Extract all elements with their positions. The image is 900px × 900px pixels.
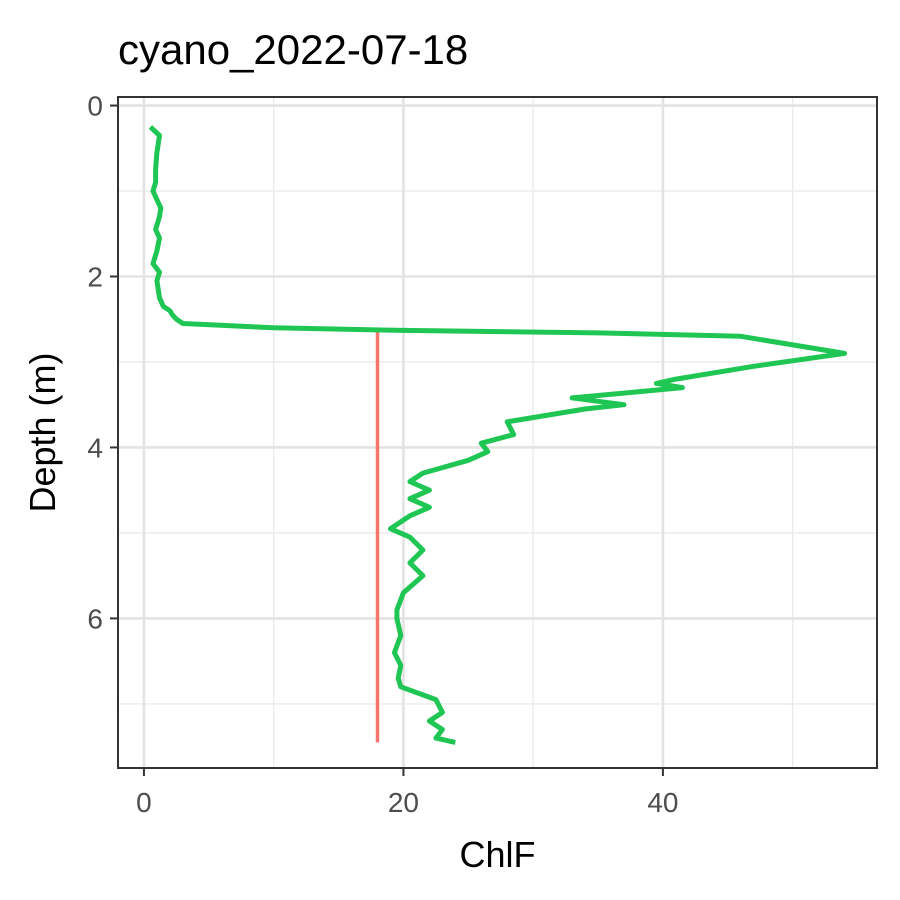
x-axis-title: ChlF	[459, 834, 535, 875]
grid	[118, 97, 877, 768]
y-tick-label: 4	[87, 432, 103, 463]
axis-ticks: 0 20 40 0 2 4 6	[87, 91, 678, 818]
plot-series	[148, 125, 848, 745]
y-tick-label: 0	[87, 91, 103, 122]
x-tick-label: 0	[136, 787, 152, 818]
chlf-profile-line	[148, 125, 848, 745]
x-tick-label: 40	[647, 787, 678, 818]
panel-border	[117, 96, 878, 769]
y-tick-label: 6	[87, 603, 103, 634]
chart-title: cyano_2022-07-18	[118, 26, 468, 73]
y-axis-title: Depth (m)	[22, 352, 63, 512]
x-tick-label: 20	[388, 787, 419, 818]
y-tick-label: 2	[87, 262, 103, 293]
